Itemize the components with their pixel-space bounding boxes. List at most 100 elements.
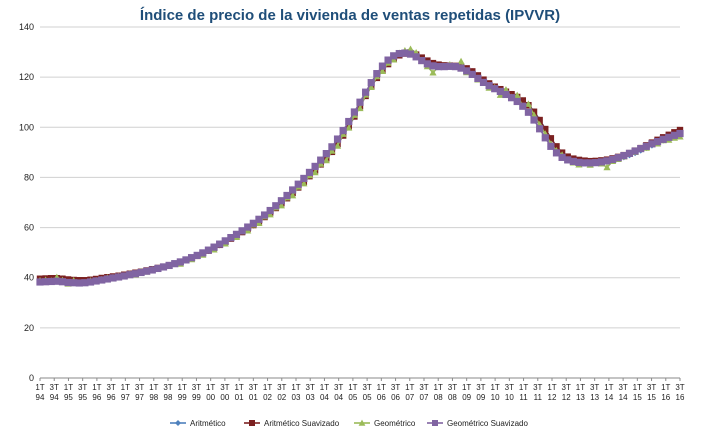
data-point (300, 179, 308, 187)
data-point (64, 278, 72, 287)
data-point (199, 249, 207, 257)
series-4 (36, 49, 684, 287)
legend-label: Geométrico (374, 419, 416, 428)
data-point (311, 168, 319, 176)
data-point (614, 154, 622, 162)
y-tick-label: 140 (19, 22, 34, 32)
data-point (232, 230, 241, 238)
data-point (378, 67, 387, 75)
data-point (564, 156, 572, 164)
x-tick-label-year: 01 (235, 393, 244, 402)
data-point (210, 243, 218, 251)
y-axis-ticks: 0 20 40 60 80 100 120 140 (19, 22, 34, 383)
x-tick-label-quarter: 1T (64, 383, 73, 392)
data-point (457, 57, 465, 65)
data-point (350, 108, 358, 116)
data-point (659, 135, 667, 143)
data-point (131, 270, 140, 278)
data-point (53, 277, 61, 285)
legend-marker (432, 420, 438, 426)
x-tick-label-quarter: 1T (490, 383, 499, 392)
data-point (36, 278, 44, 286)
data-point (322, 150, 330, 158)
data-point (530, 116, 538, 124)
data-point (255, 215, 263, 223)
x-tick-label-quarter: 1T (149, 383, 158, 392)
data-point (412, 53, 420, 61)
data-point (333, 135, 342, 143)
data-point (496, 87, 504, 96)
data-point (244, 223, 252, 231)
data-point (266, 210, 274, 218)
data-point (479, 78, 488, 87)
data-point (676, 129, 684, 138)
x-tick-label-year: 04 (334, 393, 343, 402)
data-point (328, 143, 336, 151)
legend-item: Geométrico (354, 419, 416, 428)
data-point (542, 125, 549, 133)
data-point (609, 155, 617, 163)
data-point (277, 197, 286, 205)
data-point (434, 63, 443, 71)
data-point (406, 50, 415, 58)
x-tick-label-year: 99 (192, 393, 201, 402)
data-point (507, 94, 516, 102)
data-point (457, 64, 465, 72)
data-point (109, 274, 117, 282)
y-tick-label: 20 (24, 323, 34, 333)
data-point (569, 157, 577, 165)
data-point (547, 135, 555, 142)
x-tick-label-quarter: 1T (206, 383, 215, 392)
x-axis-ticks: 1T943T941T953T951T963T961T973T971T983T98… (35, 378, 685, 402)
x-tick-label-year: 94 (36, 393, 45, 402)
series-1 (37, 49, 683, 284)
data-point (114, 273, 123, 281)
data-point (625, 149, 634, 157)
legend-label: Geométrico Suavizado (447, 419, 528, 428)
data-point (98, 276, 106, 284)
x-tick-label-year: 03 (292, 393, 301, 402)
x-tick-label-year: 13 (576, 393, 585, 402)
data-point (373, 70, 381, 78)
data-point (165, 261, 173, 270)
legend-marker (358, 419, 366, 426)
x-tick-label-year: 05 (363, 393, 372, 402)
x-tick-label-year: 15 (647, 393, 656, 402)
series-line (39, 52, 681, 282)
data-point (277, 201, 286, 209)
x-tick-label-quarter: 3T (675, 383, 684, 392)
data-point (395, 49, 403, 58)
data-point (390, 52, 398, 60)
x-tick-label-quarter: 1T (462, 383, 471, 392)
data-point (221, 237, 229, 245)
x-tick-label-year: 00 (206, 393, 215, 402)
data-point (485, 82, 493, 90)
x-tick-label-year: 94 (50, 393, 59, 402)
data-point (367, 79, 375, 87)
x-tick-label-year: 96 (92, 393, 101, 402)
x-tick-label-quarter: 3T (50, 383, 59, 392)
data-point (333, 142, 342, 149)
x-tick-label-quarter: 1T (121, 383, 130, 392)
data-point (260, 211, 269, 219)
data-point (637, 144, 645, 153)
x-tick-label-quarter: 3T (362, 383, 371, 392)
data-point (81, 279, 89, 287)
x-tick-label-year: 05 (348, 393, 357, 402)
data-point (524, 108, 533, 116)
x-tick-label-quarter: 3T (590, 383, 599, 392)
x-tick-label-quarter: 1T (604, 383, 613, 392)
data-point (631, 147, 639, 155)
gridlines (40, 26, 680, 329)
series-line (39, 52, 681, 284)
x-tick-label-quarter: 1T (35, 383, 44, 392)
x-tick-label-quarter: 1T (519, 383, 528, 392)
data-point (552, 149, 561, 157)
data-point (204, 246, 213, 254)
x-tick-label-year: 02 (263, 393, 272, 402)
data-point (120, 272, 128, 280)
data-point (143, 267, 151, 275)
data-point (502, 90, 510, 99)
series-2 (36, 50, 684, 284)
data-point (238, 227, 246, 235)
